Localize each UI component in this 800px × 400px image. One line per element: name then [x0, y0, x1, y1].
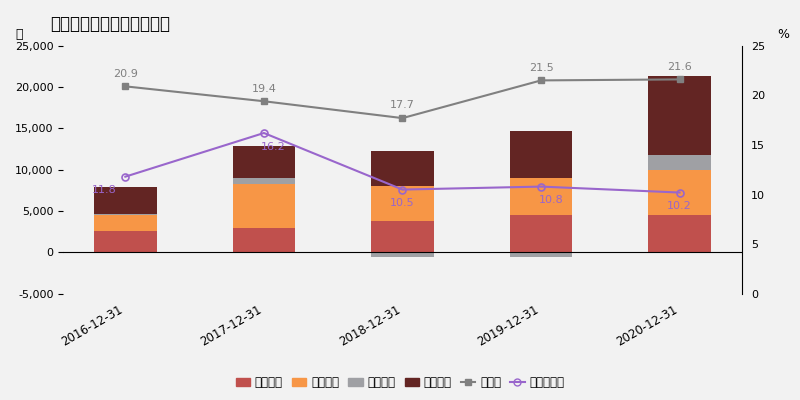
Bar: [94, 188, 157, 214]
Bar: [94, 214, 157, 215]
Bar: [510, 252, 572, 257]
Text: 历年期间费用及毛利率变化: 历年期间费用及毛利率变化: [50, 15, 170, 33]
Bar: [510, 131, 572, 178]
Bar: [510, 178, 572, 215]
Bar: [233, 228, 295, 252]
Bar: [233, 184, 295, 228]
Text: 16.2: 16.2: [262, 142, 286, 152]
Text: 19.4: 19.4: [251, 84, 276, 94]
Text: 10.5: 10.5: [390, 198, 414, 208]
Bar: [94, 215, 157, 231]
Bar: [649, 170, 710, 215]
Bar: [649, 76, 710, 155]
Text: 21.6: 21.6: [667, 62, 692, 72]
Bar: [510, 215, 572, 252]
Text: 10.2: 10.2: [667, 201, 692, 211]
Bar: [649, 155, 710, 170]
Bar: [233, 146, 295, 178]
Bar: [371, 186, 434, 221]
Text: 20.9: 20.9: [113, 69, 138, 79]
Bar: [233, 178, 295, 184]
Bar: [371, 252, 434, 257]
Text: 17.7: 17.7: [390, 100, 415, 110]
Legend: 销售费用, 管理费用, 财务费用, 研发费用, 毛利率, 期间费用率: 销售费用, 管理费用, 财务费用, 研发费用, 毛利率, 期间费用率: [231, 372, 569, 394]
Text: %: %: [777, 28, 789, 41]
Bar: [649, 215, 710, 252]
Bar: [371, 151, 434, 186]
Text: 21.5: 21.5: [529, 63, 554, 73]
Text: 11.8: 11.8: [92, 185, 117, 195]
Bar: [371, 221, 434, 252]
Bar: [94, 231, 157, 252]
Text: 万: 万: [16, 28, 23, 41]
Text: 10.8: 10.8: [538, 195, 563, 205]
